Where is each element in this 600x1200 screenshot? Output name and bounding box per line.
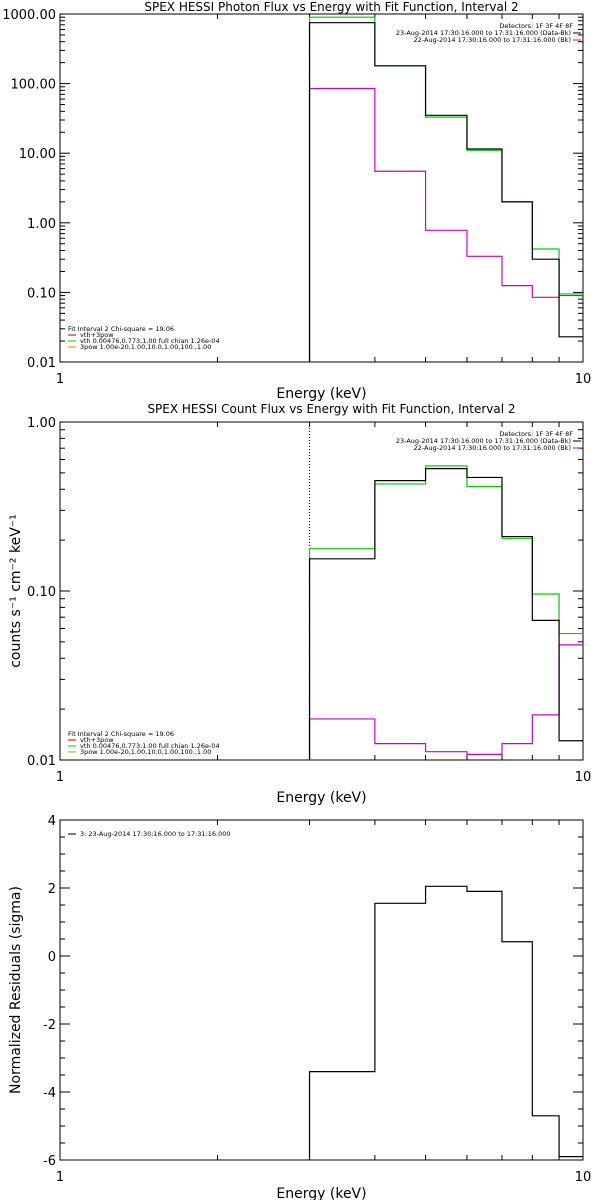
x-ticks: 1 10 [56, 820, 591, 1185]
legend-entry: vth+3pow [80, 331, 114, 339]
legend-bottom: Fit Interval 2 Chi-square = 19.06vth+3po… [68, 325, 220, 351]
y-axis-label: Normalized Residuals (sigma) [8, 886, 24, 1094]
x-tick-label: 1 [56, 770, 64, 785]
series-1-histogram [308, 885, 583, 1160]
y-tick-label: 4 [48, 814, 56, 829]
y-ticks: 0.01 0.10 1.00 10.00 100.00 1000.00 [2, 8, 583, 371]
series-group [308, 465, 583, 760]
y-tick-label: 1.00 [27, 416, 56, 431]
legend-heading: Fit Interval 2 Chi-square = 19.06 [68, 730, 174, 738]
y-tick-label: 10.00 [19, 147, 56, 162]
legend-entry: 3pow 1.00e-20,1.00,10.0,1.00,100.,1.00 [80, 343, 211, 351]
y-tick-label: 1000.00 [2, 8, 56, 23]
legend-entry: 3: 23-Aug-2014 17:30:16.000 to 17:31:16.… [80, 830, 231, 838]
series-3-histogram [308, 644, 583, 760]
series-3-histogram [308, 87, 583, 362]
x-ticks: 1 10 [56, 422, 591, 785]
y-tick-label: 0.01 [27, 356, 56, 371]
legend-heading: Detectors: 1F 3F 4F 8F [499, 22, 573, 30]
plot-frame [59, 13, 584, 363]
x-tick-label: 1 [56, 372, 64, 387]
x-tick-label: 10 [575, 372, 592, 387]
series-2-histogram [308, 16, 583, 362]
y-tick-label: -2 [43, 1018, 56, 1033]
legend-entry: vth 0.00476,0.773,1.00 full chian 1.26e-… [80, 742, 220, 750]
y-tick-label: 0.01 [27, 754, 56, 769]
series-2-histogram [308, 465, 583, 760]
legend-entry: 22-Aug-2014 17:30:16.000 to 17:31:16.000… [414, 36, 571, 44]
x-axis-label: Energy (keV) [276, 790, 366, 806]
y-tick-label: 100.00 [11, 78, 57, 93]
plot-frame [59, 421, 584, 761]
x-axis-label: Energy (keV) [276, 386, 366, 402]
plot-frame [59, 819, 584, 1161]
legend-entry: 3pow 1.00e-20,1.00,10.0,1.00,100.,1.00 [80, 748, 211, 756]
y-tick-label: -6 [43, 1154, 56, 1169]
legend-heading: Detectors: 1F 3F 4F 8F [499, 430, 573, 438]
panel-1: SPEX HESSI Photon Flux vs Energy with Fi… [2, 0, 591, 402]
y-ticks: 0.01 0.10 1.00 [27, 416, 583, 769]
chart-title: SPEX HESSI Count Flux vs Energy with Fit… [147, 402, 515, 416]
x-tick-label: 1 [56, 1170, 64, 1185]
x-tick-label: 10 [575, 770, 592, 785]
y-tick-label: 1.00 [27, 217, 56, 232]
y-tick-label: 0.10 [27, 585, 56, 600]
series-1-histogram [308, 22, 583, 362]
y-tick-label: 0 [48, 950, 56, 965]
legend-entry: 23-Aug-2014 17:30:16.000 to 17:31:16.000… [396, 437, 571, 445]
y-tick-label: 0.10 [27, 286, 56, 301]
panel-3: 1 10 -6 -4 -2 0 2 4 Energy (keV) Normalized Resid… [8, 814, 591, 1200]
legend-entry: vth+3pow [80, 736, 114, 744]
y-axis-label: counts s⁻¹ cm⁻² keV⁻¹ [8, 514, 24, 668]
legend-entry: 23-Aug-2014 17:30:16.000 to 17:31:16.000… [396, 29, 571, 37]
chart-title: SPEX HESSI Photon Flux vs Energy with Fi… [144, 0, 518, 14]
y-tick-label: 2 [48, 882, 56, 897]
legend-heading: Fit Interval 2 Chi-square = 19.06 [68, 325, 174, 333]
legend-entry: vth 0.00476,0.773,1.00 full chian 1.26e-… [80, 337, 220, 345]
series-1-histogram [308, 467, 583, 760]
panel-2: SPEX HESSI Count Flux vs Energy with Fit… [8, 402, 591, 806]
x-axis-label: Energy (keV) [276, 1186, 366, 1200]
x-tick-label: 10 [575, 1170, 592, 1185]
legend-bottom: Fit Interval 2 Chi-square = 19.06vth+3po… [68, 730, 220, 756]
series-group [308, 885, 583, 1160]
series-group [308, 16, 583, 362]
legend-entry: 22-Aug-2014 17:30:16.000 to 17:31:16.000… [414, 444, 571, 452]
y-tick-label: -4 [43, 1086, 56, 1101]
y-ticks: -6 -4 -2 0 2 4 [43, 814, 583, 1169]
legend-top: 3: 23-Aug-2014 17:30:16.000 to 17:31:16.… [68, 830, 231, 838]
